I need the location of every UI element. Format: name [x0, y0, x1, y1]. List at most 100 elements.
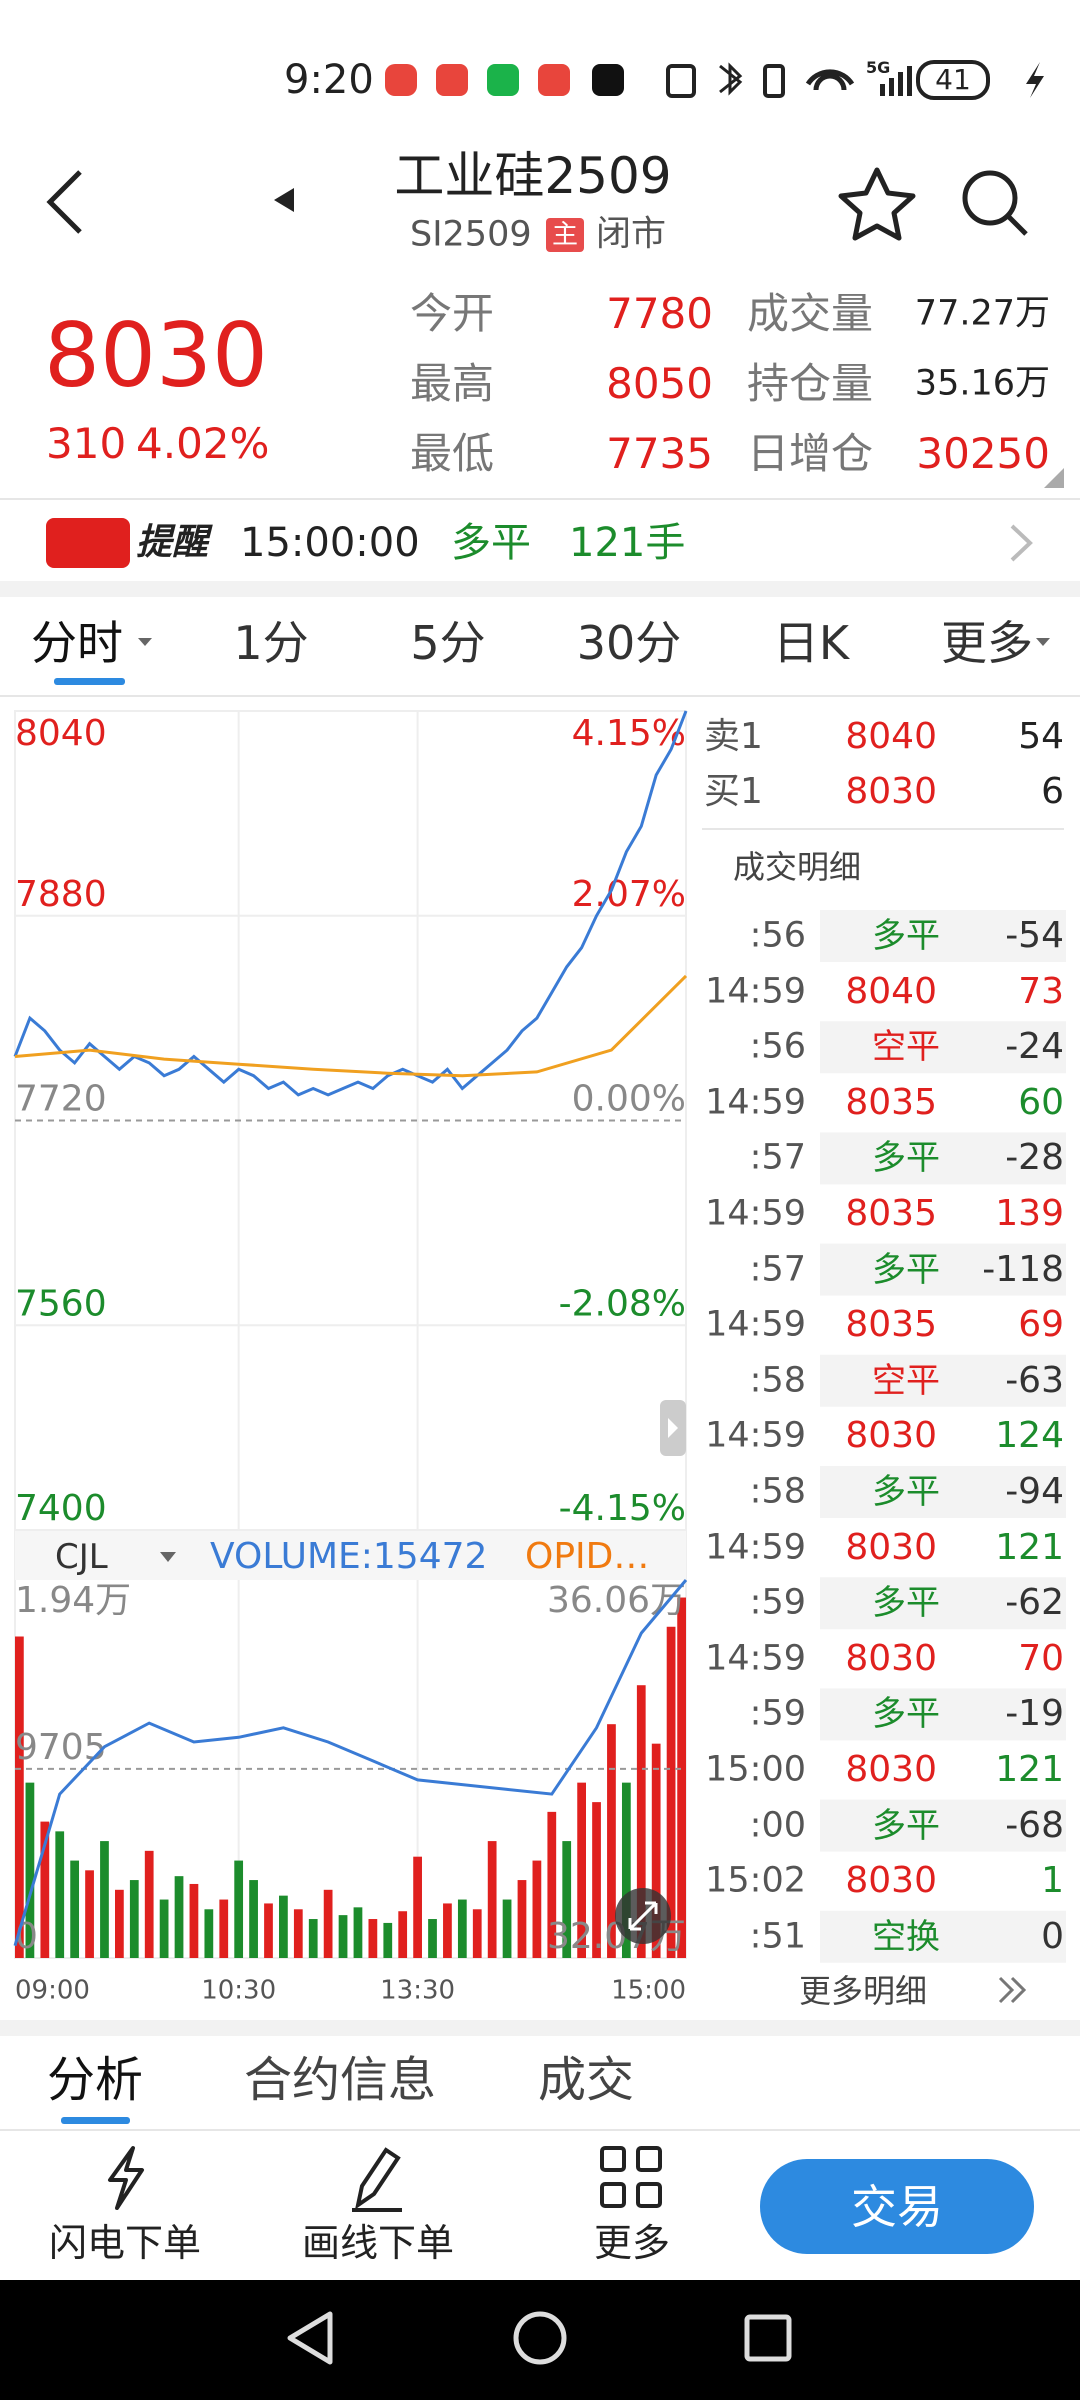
- trade-button-label[interactable]: 交易: [851, 2180, 943, 2234]
- trade-type: 空平: [872, 1360, 940, 1401]
- trade-qty: 70: [1018, 1637, 1064, 1679]
- network: 5G: [866, 58, 891, 77]
- toolbar-label[interactable]: 更多: [593, 2221, 671, 2265]
- volume-bar: [532, 1860, 542, 1958]
- tab[interactable]: 5分: [410, 616, 486, 670]
- trade-time: 15:02: [705, 1860, 806, 1901]
- stat-label: 最高: [410, 359, 495, 408]
- grid-icon[interactable]: [600, 2146, 662, 2208]
- trade-type: 多平: [872, 1583, 940, 1624]
- volume-bar: [293, 1909, 303, 1958]
- volume-bar: [472, 1909, 482, 1958]
- trade-price: 8035: [845, 1304, 937, 1346]
- trade-time: :59: [749, 1693, 806, 1734]
- nav-recent[interactable]: [744, 2314, 792, 2362]
- volume-bar: [517, 1880, 527, 1958]
- volume-bar: [577, 1782, 586, 1958]
- volume-bar: [457, 1899, 467, 1958]
- indicator-bar: [15, 1530, 686, 1580]
- pen-icon[interactable]: [352, 2147, 402, 2212]
- volume-bar: [607, 1724, 616, 1958]
- y-tick-label: 1.94万: [15, 1580, 131, 1621]
- tab-caret: [1036, 638, 1050, 646]
- trade-button[interactable]: [760, 2159, 1034, 2254]
- toolbar-label[interactable]: 画线下单: [301, 2221, 455, 2265]
- bottom-tab[interactable]: 成交: [537, 2052, 635, 2108]
- y2-tick-label: 4.15%: [572, 713, 686, 754]
- y2-tick-label: -4.15%: [559, 1488, 686, 1529]
- trade-detail-bg: [820, 1021, 1066, 1074]
- change: 310: [46, 419, 127, 468]
- trade-type: 多平: [872, 1249, 940, 1290]
- y-tick-label: 8040: [15, 713, 107, 754]
- alert-tag-bg: [46, 518, 130, 568]
- volume-bar: [174, 1876, 184, 1958]
- alert-type: 多平: [451, 520, 531, 566]
- trade-time: 14:59: [705, 1415, 806, 1456]
- trade-type: 多平: [872, 916, 940, 956]
- y-tick-label: 9705: [15, 1727, 107, 1768]
- trade-type: 空换: [872, 1916, 940, 1957]
- trade-type: 多平: [872, 1694, 940, 1735]
- price-line: [13, 710, 688, 1097]
- trade-qty: 73: [1018, 970, 1064, 1012]
- stat-value: 7780: [606, 289, 713, 338]
- y-tick-label: 7720: [15, 1079, 107, 1120]
- y2-tick-label: 36.06万: [547, 1580, 686, 1621]
- volume-bar: [338, 1915, 348, 1958]
- search-icon[interactable]: [962, 170, 1028, 236]
- y-tick-label: 7880: [15, 874, 107, 915]
- volume-bar: [502, 1899, 512, 1958]
- open-interest-line: [13, 1579, 688, 1947]
- trade-qty: 60: [1018, 1081, 1064, 1123]
- more-trades[interactable]: 更多明细: [799, 1972, 928, 2010]
- back-icon[interactable]: [46, 170, 82, 234]
- stat-label: 最低: [410, 429, 495, 478]
- volume-bar: [189, 1883, 199, 1958]
- volume-bar: [443, 1903, 452, 1958]
- badge: 主: [551, 220, 579, 250]
- toolbar-label[interactable]: 闪电下单: [48, 2221, 202, 2265]
- trade-time: 14:59: [705, 1193, 806, 1234]
- book-qty: 6: [1041, 771, 1064, 812]
- volume-bar: [636, 1685, 646, 1958]
- tab[interactable]: 日K: [772, 616, 850, 670]
- tab[interactable]: 30分: [576, 616, 682, 670]
- side-handle-arrow: [668, 1418, 678, 1438]
- flash-icon[interactable]: [108, 2146, 144, 2210]
- tab[interactable]: 1分: [233, 616, 309, 670]
- volume-bar: [383, 1922, 393, 1958]
- trade-price: 8030: [845, 1637, 937, 1679]
- trade-time: :56: [749, 915, 806, 956]
- indicator-value2: OPID…: [525, 1536, 650, 1577]
- bottom-tab[interactable]: 合约信息: [243, 2052, 437, 2108]
- indicator-value: VOLUME:15472: [210, 1536, 488, 1577]
- change-pct: 4.02%: [136, 419, 270, 468]
- star-icon[interactable]: [838, 167, 916, 241]
- prev-icon[interactable]: [274, 188, 294, 212]
- trade-change: -24: [1005, 1026, 1064, 1068]
- trade-qty: 124: [995, 1415, 1064, 1457]
- bottom-tab[interactable]: 分析: [46, 2052, 144, 2108]
- trade-change: -68: [1005, 1804, 1064, 1846]
- last-price: 8030: [44, 304, 268, 407]
- volume-bar: [353, 1907, 363, 1958]
- tab[interactable]: 分时: [31, 616, 123, 670]
- alert-qty: 121手: [569, 520, 686, 566]
- tab[interactable]: 更多: [941, 616, 1033, 670]
- chevron[interactable]: [1010, 524, 1033, 562]
- x-tick-label: 15:00: [611, 1976, 686, 2006]
- volume-bar: [279, 1895, 288, 1958]
- volume-bar: [25, 1782, 35, 1958]
- book-label: 卖1: [704, 716, 763, 757]
- nav-home[interactable]: [513, 2311, 567, 2365]
- trade-price: 8030: [845, 1526, 937, 1568]
- trade-type: 空平: [872, 1027, 940, 1068]
- volume-bar: [621, 1782, 631, 1958]
- more-icon[interactable]: [998, 1976, 1027, 2004]
- nav-back[interactable]: [287, 2311, 333, 2365]
- trade-qty: 121: [995, 1749, 1064, 1790]
- trade-qty: 139: [995, 1193, 1064, 1234]
- y2-tick-label: 2.07%: [572, 874, 686, 915]
- tab-underline: [61, 2117, 130, 2124]
